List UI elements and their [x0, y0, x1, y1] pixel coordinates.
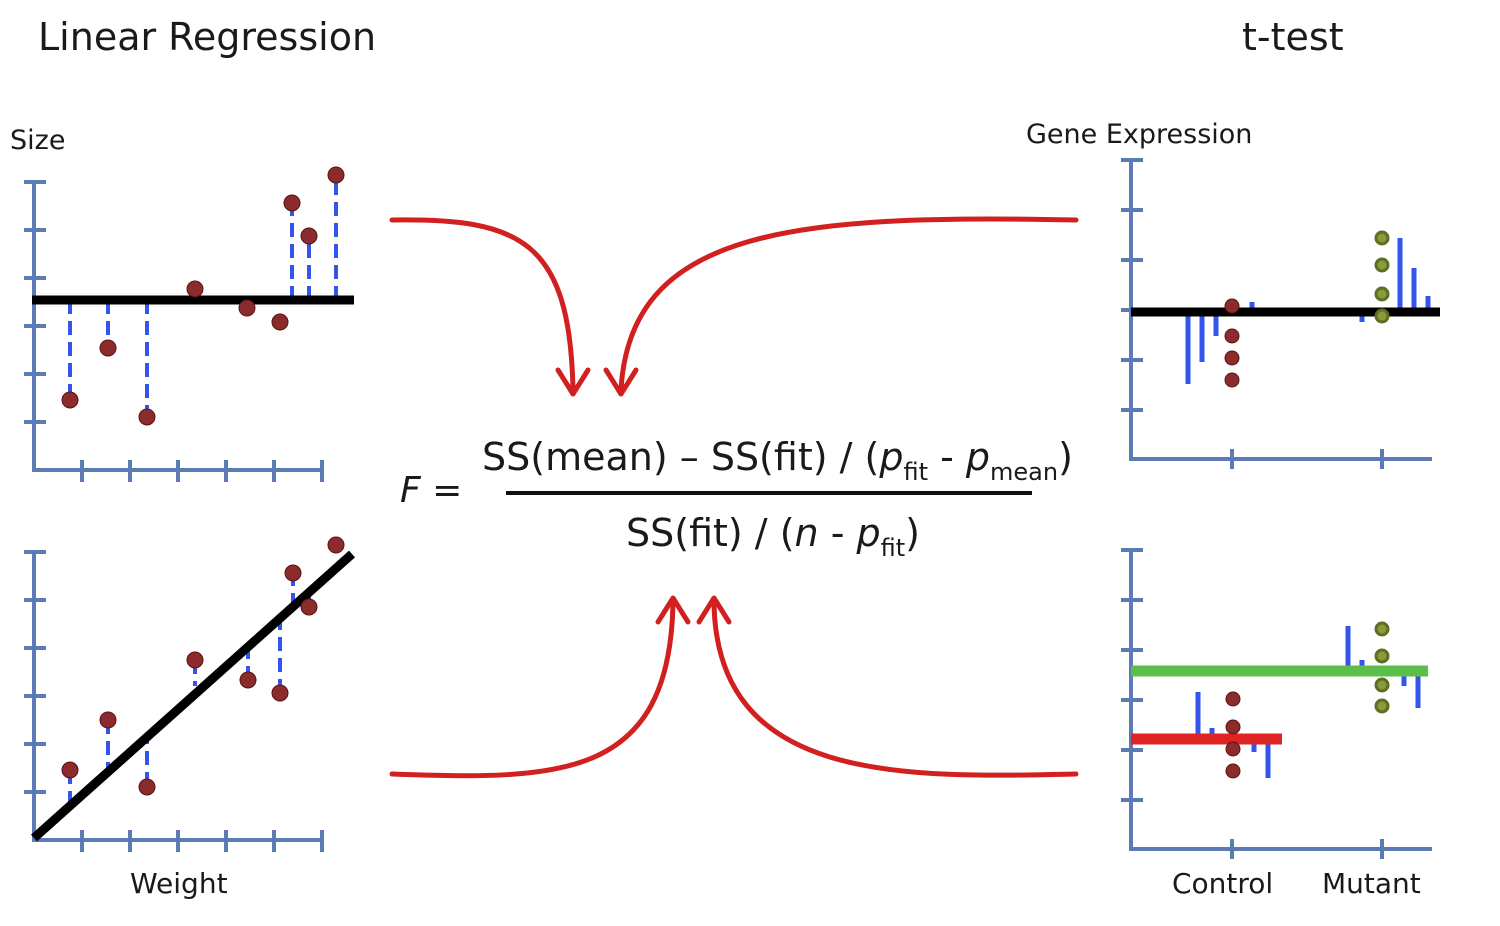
formula-lhs: F =	[400, 470, 462, 511]
x-ticks	[1230, 449, 1384, 469]
formula-denominator: SS(fit) / (n - pfit)	[626, 511, 920, 562]
linear-regression-title: Linear Regression	[38, 15, 376, 59]
x-ticks	[80, 830, 324, 852]
size-axis-label: Size	[10, 125, 65, 156]
y-ticks	[1121, 548, 1143, 802]
t-test-title: t-test	[1242, 15, 1344, 59]
regression-mean-plot: Size	[10, 125, 354, 482]
mutant-label: Mutant	[1322, 867, 1421, 900]
x-ticks	[80, 460, 324, 482]
gene-expression-axis-label: Gene Expression	[1026, 119, 1252, 150]
connector-arrows	[389, 216, 1079, 779]
control-points	[1224, 298, 1240, 388]
arrow-bottom-left	[389, 595, 691, 779]
fit-line	[31, 550, 355, 842]
arrow-bottom-right	[696, 595, 1079, 778]
residual-lines	[68, 176, 338, 415]
control-label: Control	[1172, 867, 1273, 900]
control-points	[1225, 691, 1241, 779]
mutant-points	[1374, 621, 1390, 714]
y-ticks	[24, 180, 46, 424]
arrow-top-right	[603, 216, 1079, 397]
residual-bars	[1185, 238, 1431, 384]
t-test-fit-plot: Control Mutant	[1121, 548, 1432, 900]
t-test-mean-plot: Gene Expression	[1026, 119, 1440, 469]
residual-lines	[68, 572, 311, 802]
arrow-top-left	[389, 217, 591, 397]
y-ticks	[24, 550, 46, 794]
data-points	[61, 166, 345, 426]
data-points	[61, 536, 345, 796]
regression-fit-plot: Weight	[24, 536, 355, 900]
formula-numerator: SS(mean) – SS(fit) / (pfit - pmean)	[482, 435, 1073, 486]
x-ticks	[1230, 839, 1384, 859]
weight-axis-label: Weight	[130, 867, 228, 900]
f-statistic-formula: F = SS(mean) – SS(fit) / (pfit - pmean) …	[400, 435, 1073, 562]
mutant-points	[1374, 230, 1390, 324]
